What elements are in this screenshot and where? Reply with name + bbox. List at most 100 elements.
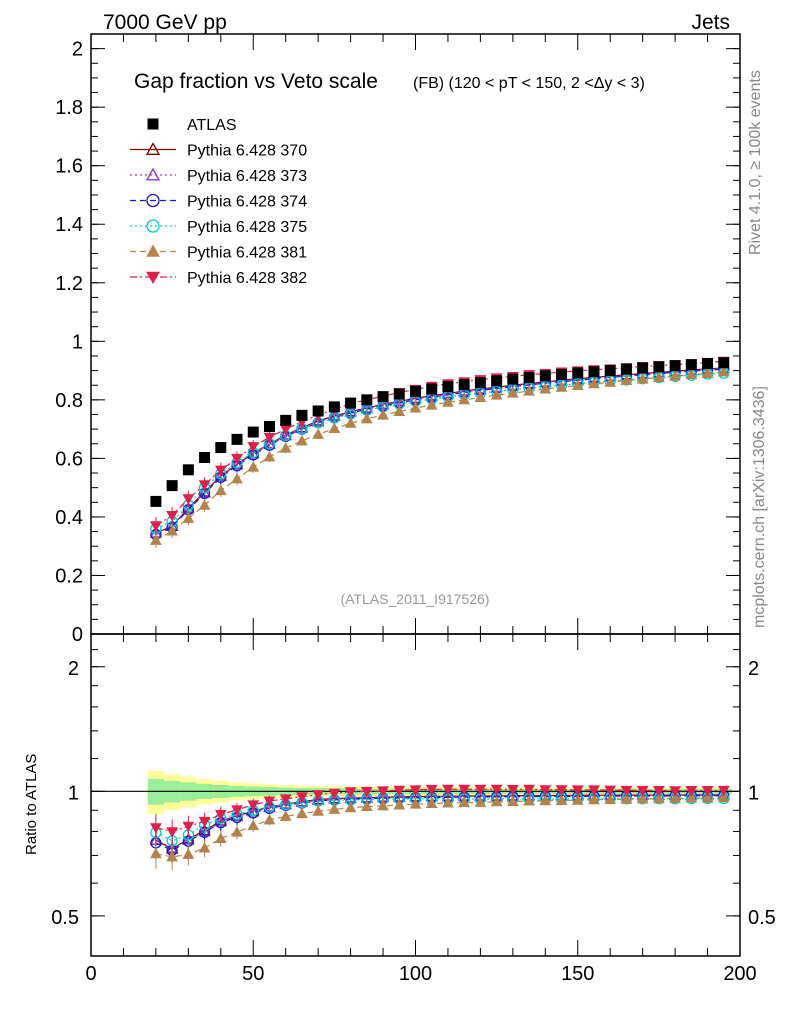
point-pythia-6-428-381: [653, 371, 665, 383]
point-pythia-6-428-381: [588, 377, 600, 389]
ratio-point-pythia-6-428-381: [425, 797, 438, 809]
analysis-tag: (ATLAS_2011_I917526): [341, 591, 490, 607]
point-pythia-6-428-381: [198, 499, 211, 510]
ratio-point-pythia-6-428-382: [507, 784, 519, 796]
point-atlas: [182, 464, 194, 476]
ratio-point-pythia-6-428-381: [701, 792, 714, 803]
point-pythia-6-428-381: [360, 412, 373, 424]
ratio-point-pythia-6-428-382: [571, 785, 584, 796]
point-atlas: [604, 365, 616, 377]
ratio-point-pythia-6-428-382: [669, 786, 681, 797]
point-atlas: [393, 388, 405, 400]
ratio-point-pythia-6-428-381: [507, 795, 519, 807]
main-y-tick-label: 0.4: [55, 507, 83, 529]
point-pythia-6-428-381: [377, 409, 389, 420]
ratio-point-pythia-6-428-382: [701, 786, 714, 797]
ratio-point-pythia-6-428-381: [474, 796, 487, 807]
ratio-point-pythia-6-428-381: [685, 792, 698, 803]
point-atlas: [215, 442, 227, 454]
point-atlas: [718, 357, 730, 369]
point-pythia-6-428-381: [182, 512, 195, 523]
point-pythia-6-428-381: [312, 428, 324, 439]
point-pythia-6-428-381: [279, 442, 292, 453]
legend-item-pythia-6-428-382: Pythia 6.428 382: [130, 270, 307, 287]
ratio-point-pythia-6-428-382: [604, 785, 617, 797]
point-atlas: [280, 414, 292, 426]
legend-marker: [147, 118, 159, 130]
ratio-point-pythia-6-428-382: [182, 821, 195, 833]
point-pythia-6-428-381: [474, 391, 487, 403]
point-atlas: [653, 361, 665, 373]
point-atlas: [426, 383, 438, 395]
point-atlas: [410, 385, 421, 397]
legend-item-pythia-6-428-381: Pythia 6.428 381: [130, 244, 307, 262]
point-pythia-6-428-382: [166, 510, 178, 522]
point-pythia-6-428-381: [523, 385, 535, 396]
x-tick-label: 100: [399, 963, 432, 985]
ratio-point-pythia-6-428-381: [263, 813, 276, 825]
main-y-tick-label: 1: [72, 331, 83, 353]
main-y-tick-label: 0.8: [55, 390, 83, 412]
ratio-y-tick-label-right: 2: [748, 658, 759, 680]
legend-label: Pythia 6.428 375: [187, 219, 307, 236]
ratio-point-pythia-6-428-382: [231, 805, 243, 816]
point-pythia-6-428-381: [701, 367, 714, 379]
point-pythia-6-428-382: [263, 432, 276, 444]
legend-label: Pythia 6.428 373: [187, 168, 307, 185]
ratio-frame: [90, 633, 741, 957]
point-pythia-6-428-381: [296, 434, 308, 446]
ratio-point-pythia-6-428-381: [377, 799, 389, 811]
point-pythia-6-428-382: [182, 494, 195, 505]
legend-label: Pythia 6.428 382: [187, 270, 307, 287]
series-line-pythia-6-428-373: [155, 367, 724, 534]
point-pythia-6-428-381: [409, 402, 422, 413]
point-pythia-6-428-381: [490, 389, 503, 400]
legend-label: Pythia 6.428 370: [187, 143, 307, 160]
ratio-point-pythia-6-428-382: [247, 800, 260, 811]
ratio-point-pythia-6-428-382: [425, 784, 438, 796]
ratio-point-pythia-6-428-381: [409, 798, 422, 809]
ratio-point-pythia-6-428-381: [328, 803, 341, 814]
ratio-point-pythia-6-428-382: [458, 784, 471, 796]
point-pythia-6-428-381: [507, 387, 519, 398]
ratio-point-pythia-6-428-381: [490, 795, 503, 807]
point-pythia-6-428-381: [636, 373, 649, 384]
point-atlas: [556, 368, 568, 380]
ratio-point-pythia-6-428-381: [588, 793, 600, 805]
main-y-tick-label: 1.6: [55, 156, 83, 178]
legend-item-pythia-6-428-370: Pythia 6.428 370: [130, 142, 307, 160]
ratio-point-pythia-6-428-382: [636, 785, 649, 797]
ratio-y-tick-label: 0.5: [51, 907, 79, 929]
point-pythia-6-428-382: [214, 465, 227, 477]
point-pythia-6-428-381: [344, 417, 357, 428]
x-tick-label: 50: [242, 963, 264, 985]
ratio-point-pythia-6-428-381: [393, 798, 406, 810]
ratio-point-pythia-6-428-382: [296, 792, 308, 803]
ratio-point-pythia-6-428-381: [344, 801, 357, 813]
point-pythia-6-428-381: [166, 524, 178, 536]
ratio-point-pythia-6-428-381: [442, 796, 454, 808]
main-y-tick-label: 1.2: [55, 273, 83, 295]
ratio-point-pythia-6-428-381: [214, 832, 227, 843]
point-atlas: [458, 379, 470, 391]
point-atlas: [442, 381, 454, 393]
legend-marker: [146, 244, 160, 257]
point-atlas: [637, 362, 649, 374]
point-pythia-6-428-381: [604, 376, 617, 387]
ratio-point-pythia-6-428-382: [442, 784, 454, 796]
point-atlas: [199, 452, 211, 464]
ratio-point-pythia-6-428-381: [717, 791, 730, 803]
point-atlas: [507, 373, 519, 385]
ratio-point-pythia-6-428-382: [263, 796, 276, 807]
ratio-point-pythia-6-428-382: [214, 809, 227, 821]
chart-title: Gap fraction vs Veto scale: [134, 70, 378, 93]
point-atlas: [588, 366, 600, 378]
point-pythia-6-428-381: [150, 534, 162, 545]
mcplots-label: mcplots.cern.ch [arXiv:1306.3436]: [751, 386, 768, 628]
point-pythia-6-428-382: [231, 453, 243, 465]
ratio-point-pythia-6-428-382: [198, 816, 211, 828]
ratio-point-pythia-6-428-381: [150, 847, 162, 859]
point-atlas: [377, 391, 389, 403]
main-y-tick-label: 1.8: [55, 97, 83, 119]
legend-item-pythia-6-428-374: Pythia 6.428 374: [130, 194, 307, 211]
